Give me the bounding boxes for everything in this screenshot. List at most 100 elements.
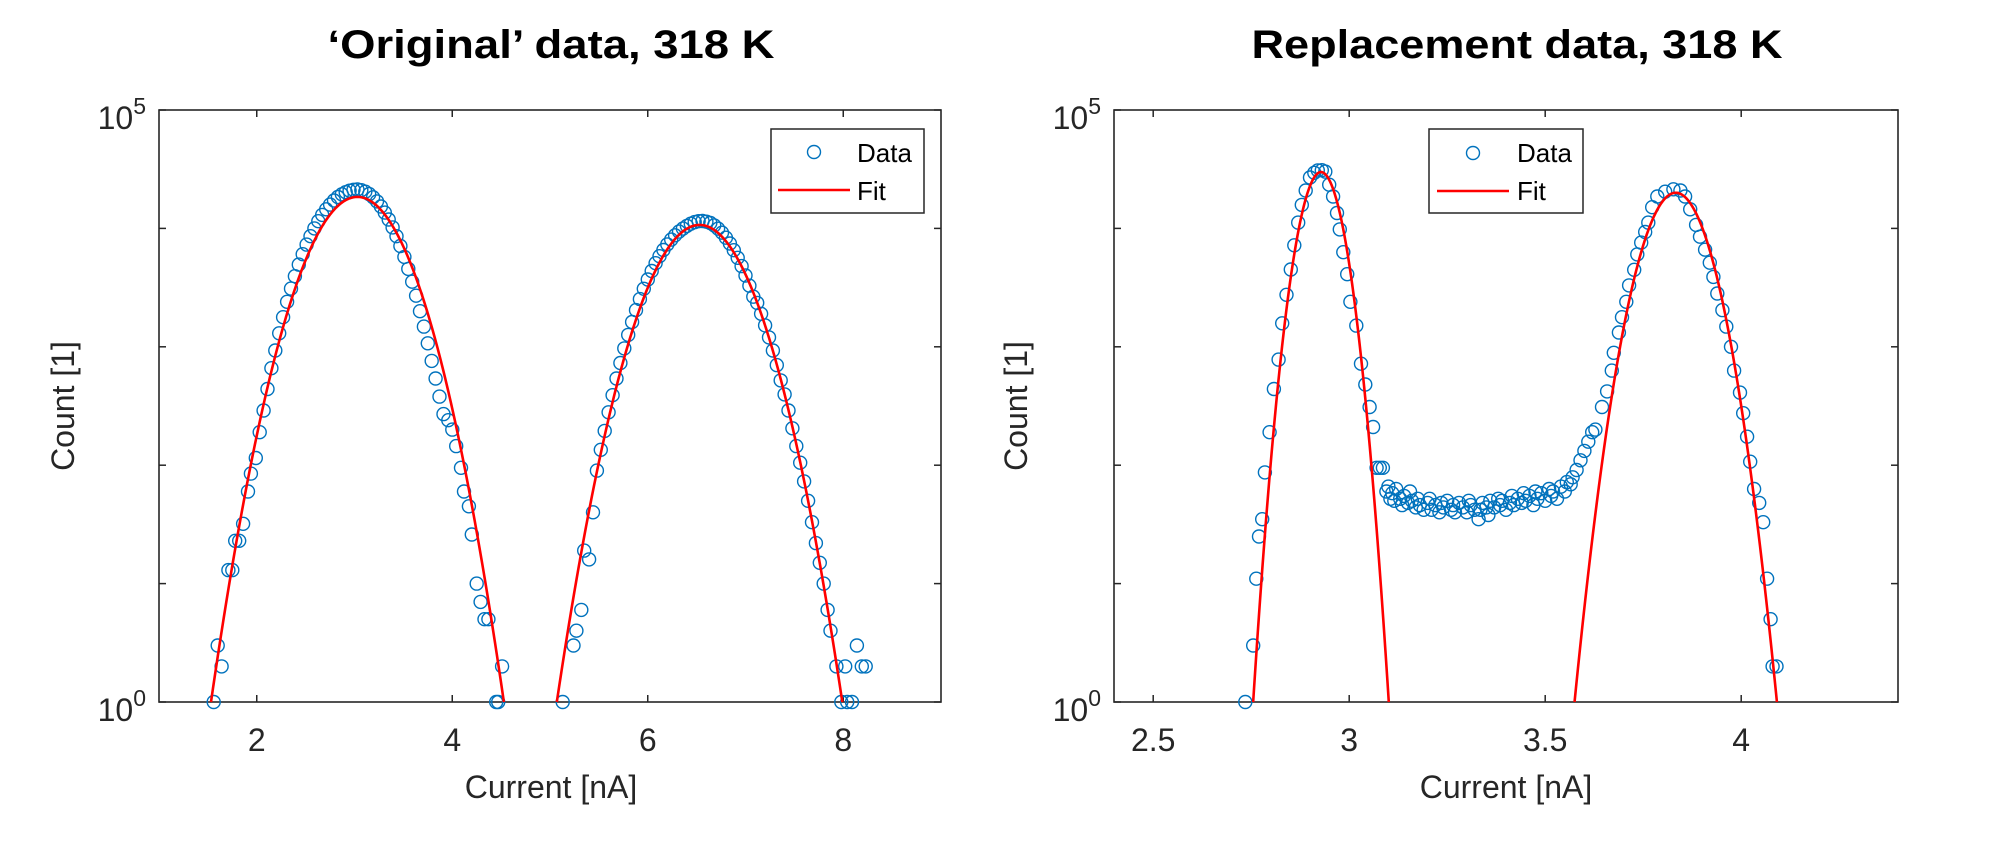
data-point (494, 659, 510, 674)
data-point (761, 330, 777, 345)
data-point (1677, 189, 1693, 204)
x-tick-label: 3 (1340, 722, 1358, 758)
data-point (1447, 505, 1463, 520)
data-point (206, 694, 221, 710)
y-tick-label-exponent: 0 (1088, 685, 1101, 711)
data-point (330, 189, 346, 205)
x-tick-label: 8 (834, 722, 852, 758)
data-point (1604, 363, 1620, 378)
data-point (691, 213, 706, 229)
data-point (1310, 163, 1326, 178)
legend-entry-data: Data (1517, 138, 1572, 168)
data-point (1451, 495, 1467, 511)
data-point (1238, 694, 1253, 710)
data-point (420, 336, 435, 351)
y-tick-label: 105 (98, 93, 146, 136)
data-point (291, 257, 306, 272)
x-tick-label: 2.5 (1131, 722, 1175, 758)
chart-title: ‘Original’ data, 318 K (328, 23, 775, 67)
y-tick-label-exponent: 0 (133, 685, 146, 711)
data-point (1392, 491, 1408, 506)
data-point (849, 638, 865, 653)
data-point (1594, 399, 1610, 415)
data-point (491, 694, 506, 710)
data-point (581, 552, 597, 567)
data-point (838, 659, 853, 674)
x-axis-label: Current [nA] (1420, 769, 1593, 805)
data-point (469, 576, 484, 591)
data-point (1702, 255, 1718, 270)
data-point (453, 460, 469, 475)
data-point (769, 357, 784, 373)
legend: Data Fit (770, 128, 925, 214)
data-point (428, 371, 443, 386)
data-point (1471, 512, 1486, 527)
data-point (1650, 189, 1665, 204)
data-point (319, 202, 334, 217)
data-point (555, 694, 570, 710)
data-point (738, 268, 753, 283)
data-point (1569, 462, 1584, 478)
data-point (231, 533, 247, 548)
data-point (1759, 571, 1775, 586)
legend-box (1428, 128, 1584, 214)
data-point (481, 612, 496, 627)
data-point (1769, 659, 1784, 674)
data-point (726, 242, 741, 258)
data-point (574, 602, 589, 618)
data-point (445, 422, 460, 437)
data-point (1410, 491, 1426, 506)
y-tick-label: 100 (98, 685, 146, 728)
data-point (566, 638, 581, 653)
x-tick-label: 2 (248, 722, 266, 758)
data-point (461, 499, 477, 514)
y-tick-label-base: 10 (98, 692, 134, 728)
x-tick-label: 6 (639, 722, 657, 758)
data-point (432, 389, 447, 404)
legend: Data Fit (1428, 128, 1584, 214)
data-point (858, 659, 873, 674)
fit-curve (1573, 191, 1779, 703)
data-point (781, 403, 796, 418)
data-point (1581, 434, 1596, 449)
data-point (1528, 484, 1543, 499)
data-point (424, 353, 439, 369)
data-point (1584, 425, 1600, 440)
data-point (1262, 425, 1277, 440)
legend-entry-fit: Fit (857, 176, 887, 206)
data-point (1245, 638, 1261, 653)
data-point (1254, 512, 1270, 527)
data-point (1577, 443, 1592, 459)
legend-box (770, 128, 925, 214)
data-point (569, 623, 584, 638)
data-point (1332, 222, 1348, 237)
data-point (1763, 612, 1778, 627)
data-point (377, 205, 392, 220)
data-point (449, 438, 464, 454)
legend-entry-fit: Fit (1517, 176, 1547, 206)
fit-curve (555, 223, 844, 703)
legend-data-marker-icon (1465, 145, 1481, 161)
x-tick-label: 4 (443, 722, 461, 758)
y-tick-label-base: 10 (98, 100, 134, 136)
data-point (1372, 460, 1388, 475)
data-point (734, 258, 749, 274)
data-point (1710, 286, 1725, 301)
data-point (714, 225, 730, 240)
data-point (664, 232, 679, 247)
data-point (235, 516, 251, 531)
data-point (1573, 453, 1588, 468)
fit-curve (1251, 170, 1391, 703)
data-point (840, 694, 855, 710)
data-point (1274, 316, 1290, 331)
data-point (473, 594, 488, 610)
data-point (1563, 477, 1578, 492)
x-tick-label: 3.5 (1523, 722, 1567, 758)
data-point (1271, 352, 1286, 367)
data-point (1611, 325, 1627, 340)
data-point (1621, 278, 1637, 293)
y-tick-label-exponent: 5 (1088, 93, 1101, 119)
data-point (1697, 242, 1713, 257)
